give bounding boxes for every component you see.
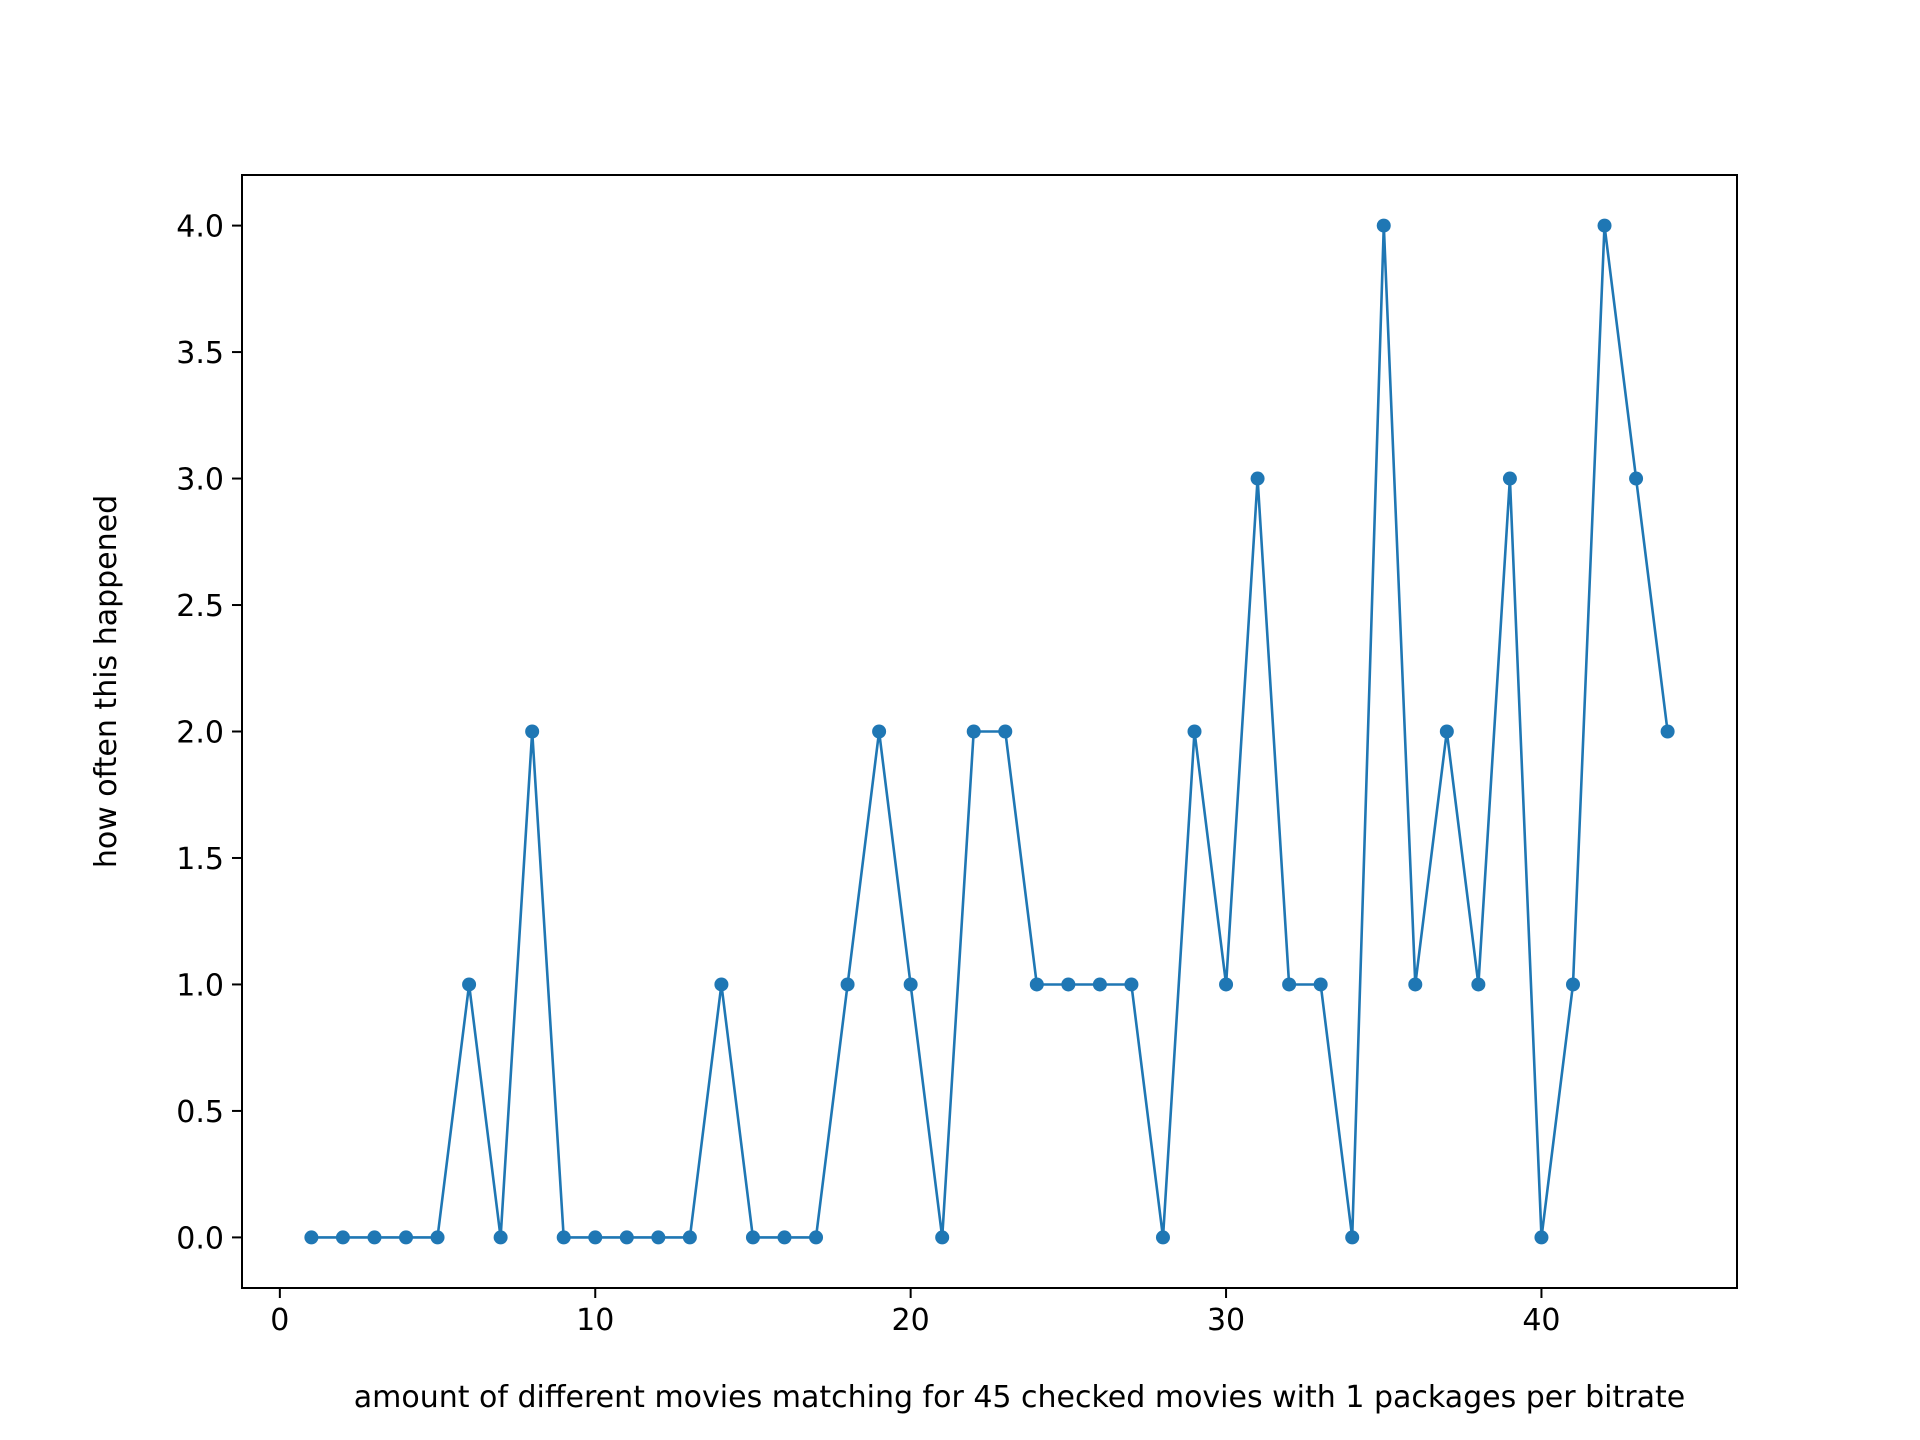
y-axis-label: how often this happened <box>89 495 124 868</box>
y-tick-label: 0.0 <box>176 1221 224 1256</box>
data-point <box>1597 218 1612 233</box>
data-point <box>872 724 887 739</box>
data-point <box>651 1230 666 1245</box>
data-point <box>1408 977 1423 992</box>
data-point <box>1660 724 1675 739</box>
data-point <box>1187 724 1202 739</box>
data-point <box>1313 977 1328 992</box>
y-axis: 0.0 0.5 1.0 1.5 2.0 2.5 3.0 3.5 4.0 <box>176 210 242 1256</box>
data-point <box>1219 977 1234 992</box>
data-point <box>745 1230 760 1245</box>
data-point <box>966 724 981 739</box>
plot-area <box>304 218 1675 1245</box>
x-tick-label: 10 <box>576 1303 614 1338</box>
x-tick-label: 30 <box>1207 1303 1245 1338</box>
data-point <box>1155 1230 1170 1245</box>
y-tick-label: 3.0 <box>176 463 224 498</box>
data-point <box>588 1230 603 1245</box>
data-point <box>1124 977 1139 992</box>
data-point <box>1502 471 1517 486</box>
data-point <box>1250 471 1265 486</box>
data-point <box>1092 977 1107 992</box>
data-point <box>430 1230 445 1245</box>
data-point <box>777 1230 792 1245</box>
x-axis: 0 10 20 30 40 <box>270 1288 1561 1338</box>
y-tick-label: 4.0 <box>176 210 224 245</box>
y-tick-label: 0.5 <box>176 1095 224 1130</box>
data-point <box>462 977 477 992</box>
y-tick-label: 2.5 <box>176 589 224 624</box>
data-point <box>714 977 729 992</box>
data-point <box>998 724 1013 739</box>
series-line <box>311 224 1669 1239</box>
data-point <box>935 1230 950 1245</box>
x-tick-label: 40 <box>1522 1303 1560 1338</box>
x-axis-label: amount of different movies matching for … <box>354 1380 1685 1415</box>
y-tick-label: 3.5 <box>176 336 224 371</box>
data-point <box>1439 724 1454 739</box>
y-tick-label: 2.0 <box>176 716 224 751</box>
data-point <box>809 1230 824 1245</box>
x-tick-label: 20 <box>892 1303 930 1338</box>
data-point <box>304 1230 319 1245</box>
x-tick-label: 0 <box>270 1303 289 1338</box>
data-point <box>903 977 918 992</box>
data-point <box>1061 977 1076 992</box>
data-point <box>1565 977 1580 992</box>
data-point <box>493 1230 508 1245</box>
data-point <box>682 1230 697 1245</box>
data-point <box>1282 977 1297 992</box>
data-point <box>399 1230 414 1245</box>
data-point <box>1471 977 1486 992</box>
data-point <box>1029 977 1044 992</box>
data-point <box>840 977 855 992</box>
data-point <box>1345 1230 1360 1245</box>
data-point <box>1534 1230 1549 1245</box>
data-point <box>1376 218 1391 233</box>
data-point <box>619 1230 634 1245</box>
data-point <box>556 1230 571 1245</box>
data-point <box>525 724 540 739</box>
data-point <box>1629 471 1644 486</box>
data-point <box>367 1230 382 1245</box>
y-tick-label: 1.0 <box>176 968 224 1003</box>
data-point <box>335 1230 350 1245</box>
y-tick-label: 1.5 <box>176 842 224 877</box>
